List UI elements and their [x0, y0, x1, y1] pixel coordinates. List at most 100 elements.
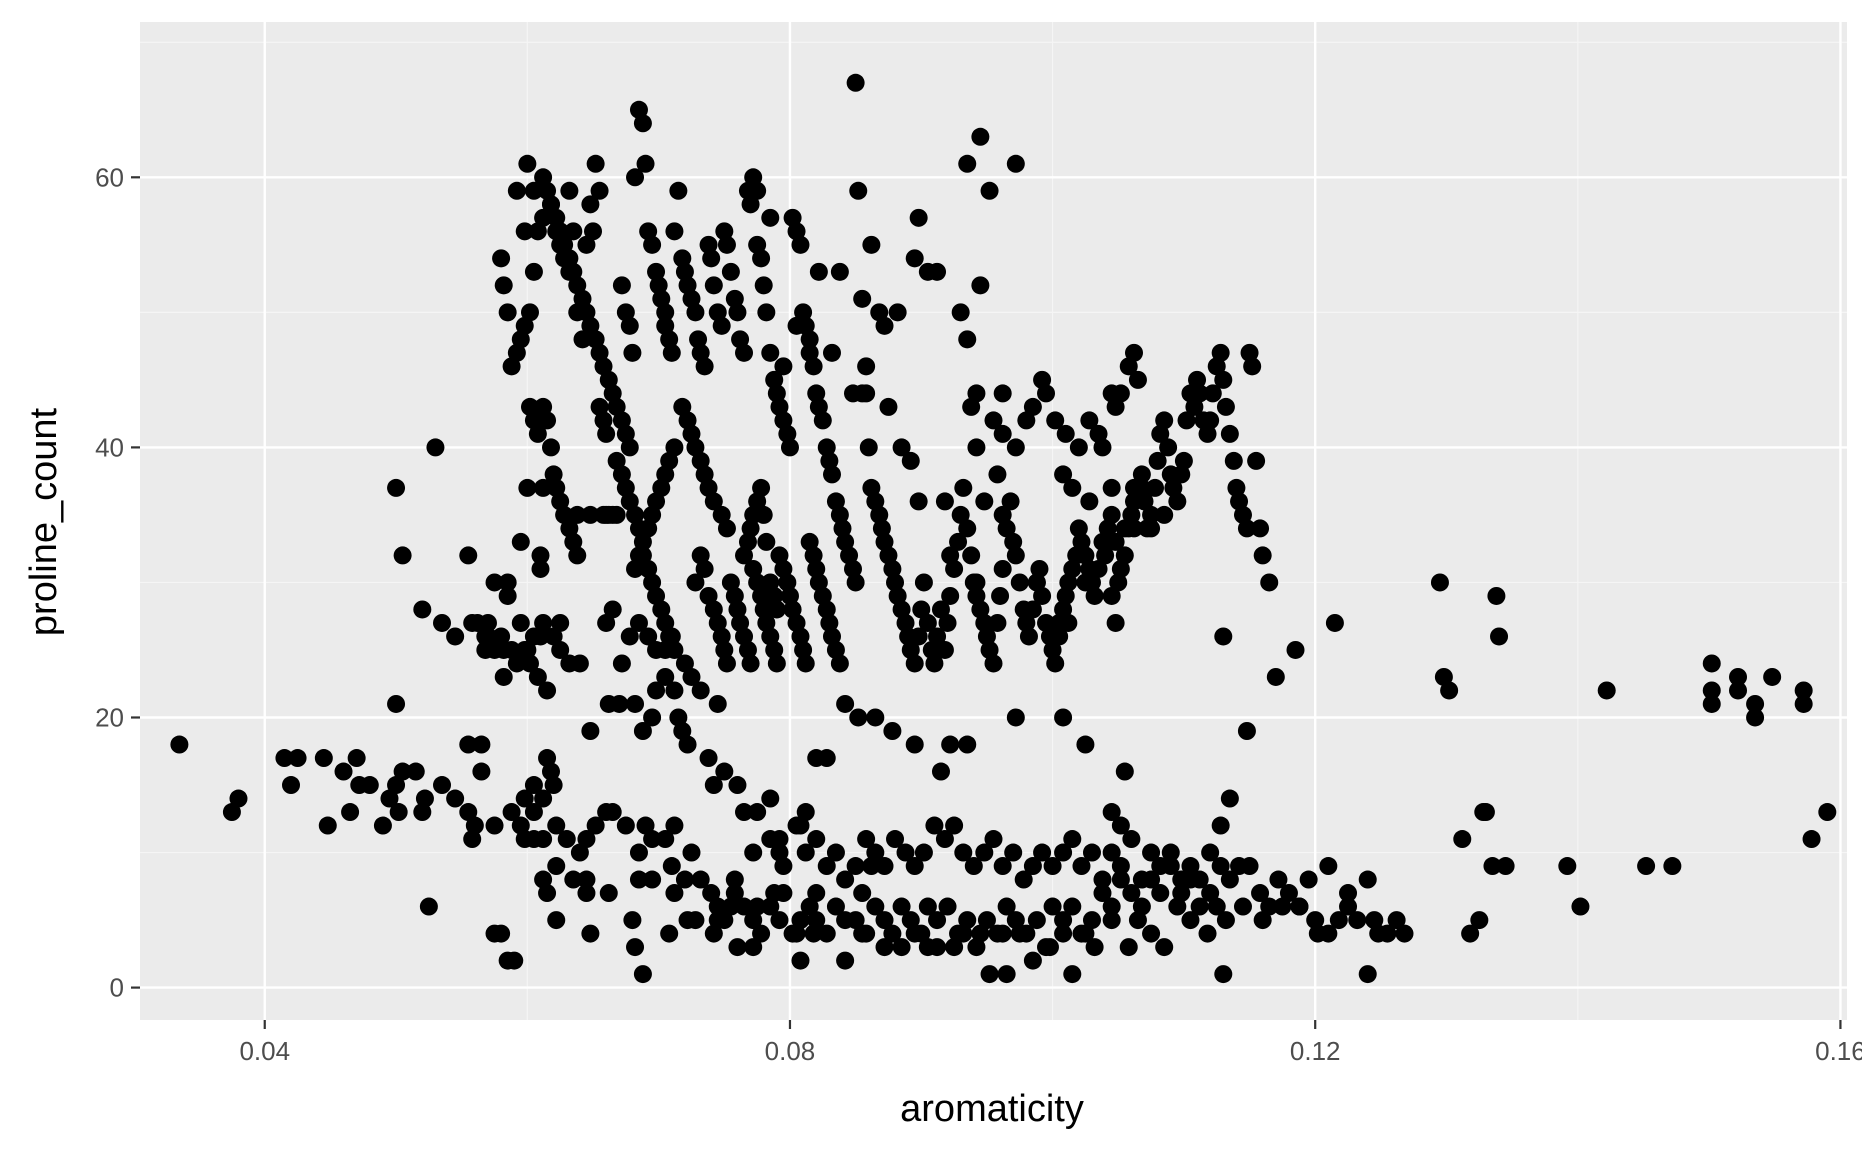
- data-point: [958, 735, 977, 754]
- data-point: [515, 316, 534, 335]
- data-point: [935, 492, 954, 511]
- data-point: [568, 276, 587, 295]
- data-point: [586, 330, 605, 349]
- data-point: [524, 411, 543, 430]
- data-point: [547, 857, 566, 876]
- data-point: [1358, 965, 1377, 984]
- data-point: [1043, 857, 1062, 876]
- data-point: [787, 613, 806, 632]
- data-point: [800, 343, 819, 362]
- data-point: [866, 492, 885, 511]
- data-point: [686, 438, 705, 457]
- data-point: [872, 519, 891, 538]
- data-point: [1085, 586, 1104, 605]
- data-point: [639, 222, 658, 241]
- data-point: [752, 586, 771, 605]
- data-point: [735, 897, 754, 916]
- data-point: [633, 546, 652, 565]
- data-point: [1082, 843, 1101, 862]
- data-point: [1155, 505, 1174, 524]
- data-point: [909, 492, 928, 511]
- data-point: [997, 519, 1016, 538]
- data-point: [555, 235, 574, 254]
- data-point: [459, 735, 478, 754]
- data-point: [712, 316, 731, 335]
- data-point: [826, 897, 845, 916]
- data-point: [560, 181, 579, 200]
- data-point: [1027, 573, 1046, 592]
- data-point: [735, 546, 754, 565]
- data-point: [524, 803, 543, 822]
- data-point: [967, 384, 986, 403]
- data-point: [626, 938, 645, 957]
- data-point: [846, 573, 865, 592]
- data-point: [1269, 870, 1288, 889]
- data-point: [1172, 465, 1191, 484]
- data-point: [1093, 870, 1112, 889]
- data-point: [752, 924, 771, 943]
- data-point: [1181, 911, 1200, 930]
- data-point: [1142, 843, 1161, 862]
- data-point: [675, 654, 694, 673]
- data-point: [1124, 343, 1143, 362]
- data-point: [770, 843, 789, 862]
- data-point: [770, 546, 789, 565]
- data-point: [971, 276, 990, 295]
- data-point: [699, 478, 718, 497]
- data-point: [1729, 667, 1748, 686]
- data-point: [993, 857, 1012, 876]
- data-point: [836, 532, 855, 551]
- data-point: [1069, 438, 1088, 457]
- data-point: [1102, 897, 1121, 916]
- data-point: [1059, 573, 1078, 592]
- data-point: [728, 303, 747, 322]
- data-point: [581, 924, 600, 943]
- data-point: [639, 559, 658, 578]
- data-point: [1030, 559, 1049, 578]
- data-point: [620, 492, 639, 511]
- data-point: [892, 938, 911, 957]
- data-point: [748, 573, 767, 592]
- data-point: [1111, 559, 1130, 578]
- data-point: [1220, 870, 1239, 889]
- data-point: [691, 546, 710, 565]
- data-point: [1119, 938, 1138, 957]
- data-point: [1076, 546, 1095, 565]
- data-point: [1174, 451, 1193, 470]
- data-point: [754, 600, 773, 619]
- data-point: [717, 519, 736, 538]
- data-point: [626, 694, 645, 713]
- data-point: [524, 181, 543, 200]
- data-point: [744, 559, 763, 578]
- data-point: [1260, 573, 1279, 592]
- data-point: [875, 532, 894, 551]
- data-point: [971, 600, 990, 619]
- data-point: [656, 465, 675, 484]
- data-point: [1211, 816, 1230, 835]
- data-point: [1004, 843, 1023, 862]
- data-point: [1358, 870, 1377, 889]
- data-point: [1142, 505, 1161, 524]
- data-point: [534, 397, 553, 416]
- data-point: [928, 911, 947, 930]
- data-point: [715, 762, 734, 781]
- data-point: [846, 857, 865, 876]
- data-point: [967, 438, 986, 457]
- data-point: [492, 627, 511, 646]
- data-point: [1023, 600, 1042, 619]
- data-point: [754, 505, 773, 524]
- data-point: [633, 965, 652, 984]
- data-point: [809, 573, 828, 592]
- data-point: [669, 181, 688, 200]
- data-point: [665, 816, 684, 835]
- data-point: [465, 816, 484, 835]
- data-point: [975, 613, 994, 632]
- data-point: [393, 762, 412, 781]
- data-point: [520, 397, 539, 416]
- data-point: [660, 451, 679, 470]
- data-point: [1096, 546, 1115, 565]
- data-point: [636, 816, 655, 835]
- data-point: [1240, 343, 1259, 362]
- data-point: [1080, 492, 1099, 511]
- data-point: [886, 830, 905, 849]
